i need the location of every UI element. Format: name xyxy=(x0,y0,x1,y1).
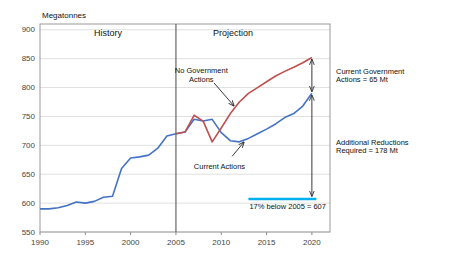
divider-line xyxy=(175,24,176,232)
y-tick-label: 750 xyxy=(22,112,36,121)
y-tick-label: 900 xyxy=(22,25,36,34)
chart: 550 600 650 700 750 800 850 900 1990 1995 2000 2005… xyxy=(0,0,450,259)
y-axis-label: Megatonnes xyxy=(42,11,86,20)
grid-line xyxy=(40,58,330,59)
y-tick-label: 650 xyxy=(22,170,36,179)
y-tick-label: 700 xyxy=(22,141,36,150)
x-tick-label: 1995 xyxy=(76,238,94,247)
y-tick-label: 800 xyxy=(22,83,36,92)
gap-label: Current GovernmentActions = 65 Mt xyxy=(336,67,405,85)
x-tick-label: 2010 xyxy=(212,238,230,247)
x-tick-label: 2020 xyxy=(303,238,321,247)
section-label: History xyxy=(94,28,123,38)
gap-label: Additional ReductionsRequired = 178 Mt xyxy=(336,138,409,156)
target-label: 17% below 2005 = 607 xyxy=(249,202,326,211)
x-tick-label: 2015 xyxy=(258,238,276,247)
x-tick-label: 2005 xyxy=(167,238,185,247)
annotation: Current Actions xyxy=(194,162,246,171)
y-tick-label: 600 xyxy=(22,199,36,208)
x-tick-label: 2000 xyxy=(122,238,140,247)
grid-line xyxy=(40,29,330,30)
target-line xyxy=(248,198,316,201)
x-tick-label: 1990 xyxy=(31,238,49,247)
annotation-arrow xyxy=(214,83,234,106)
gap-arrow xyxy=(311,60,312,92)
annotation: No GovernmentActions xyxy=(175,66,229,84)
gap-arrow xyxy=(311,95,312,196)
grid-line xyxy=(40,145,330,146)
grid-line xyxy=(40,87,330,88)
y-tick-label: 550 xyxy=(22,228,36,237)
y-tick-label: 850 xyxy=(22,54,36,63)
plot-frame xyxy=(40,24,330,232)
plot-area xyxy=(40,24,316,232)
annotation-arrow xyxy=(232,142,244,156)
grid-line xyxy=(40,174,330,175)
section-label: Projection xyxy=(213,28,253,38)
